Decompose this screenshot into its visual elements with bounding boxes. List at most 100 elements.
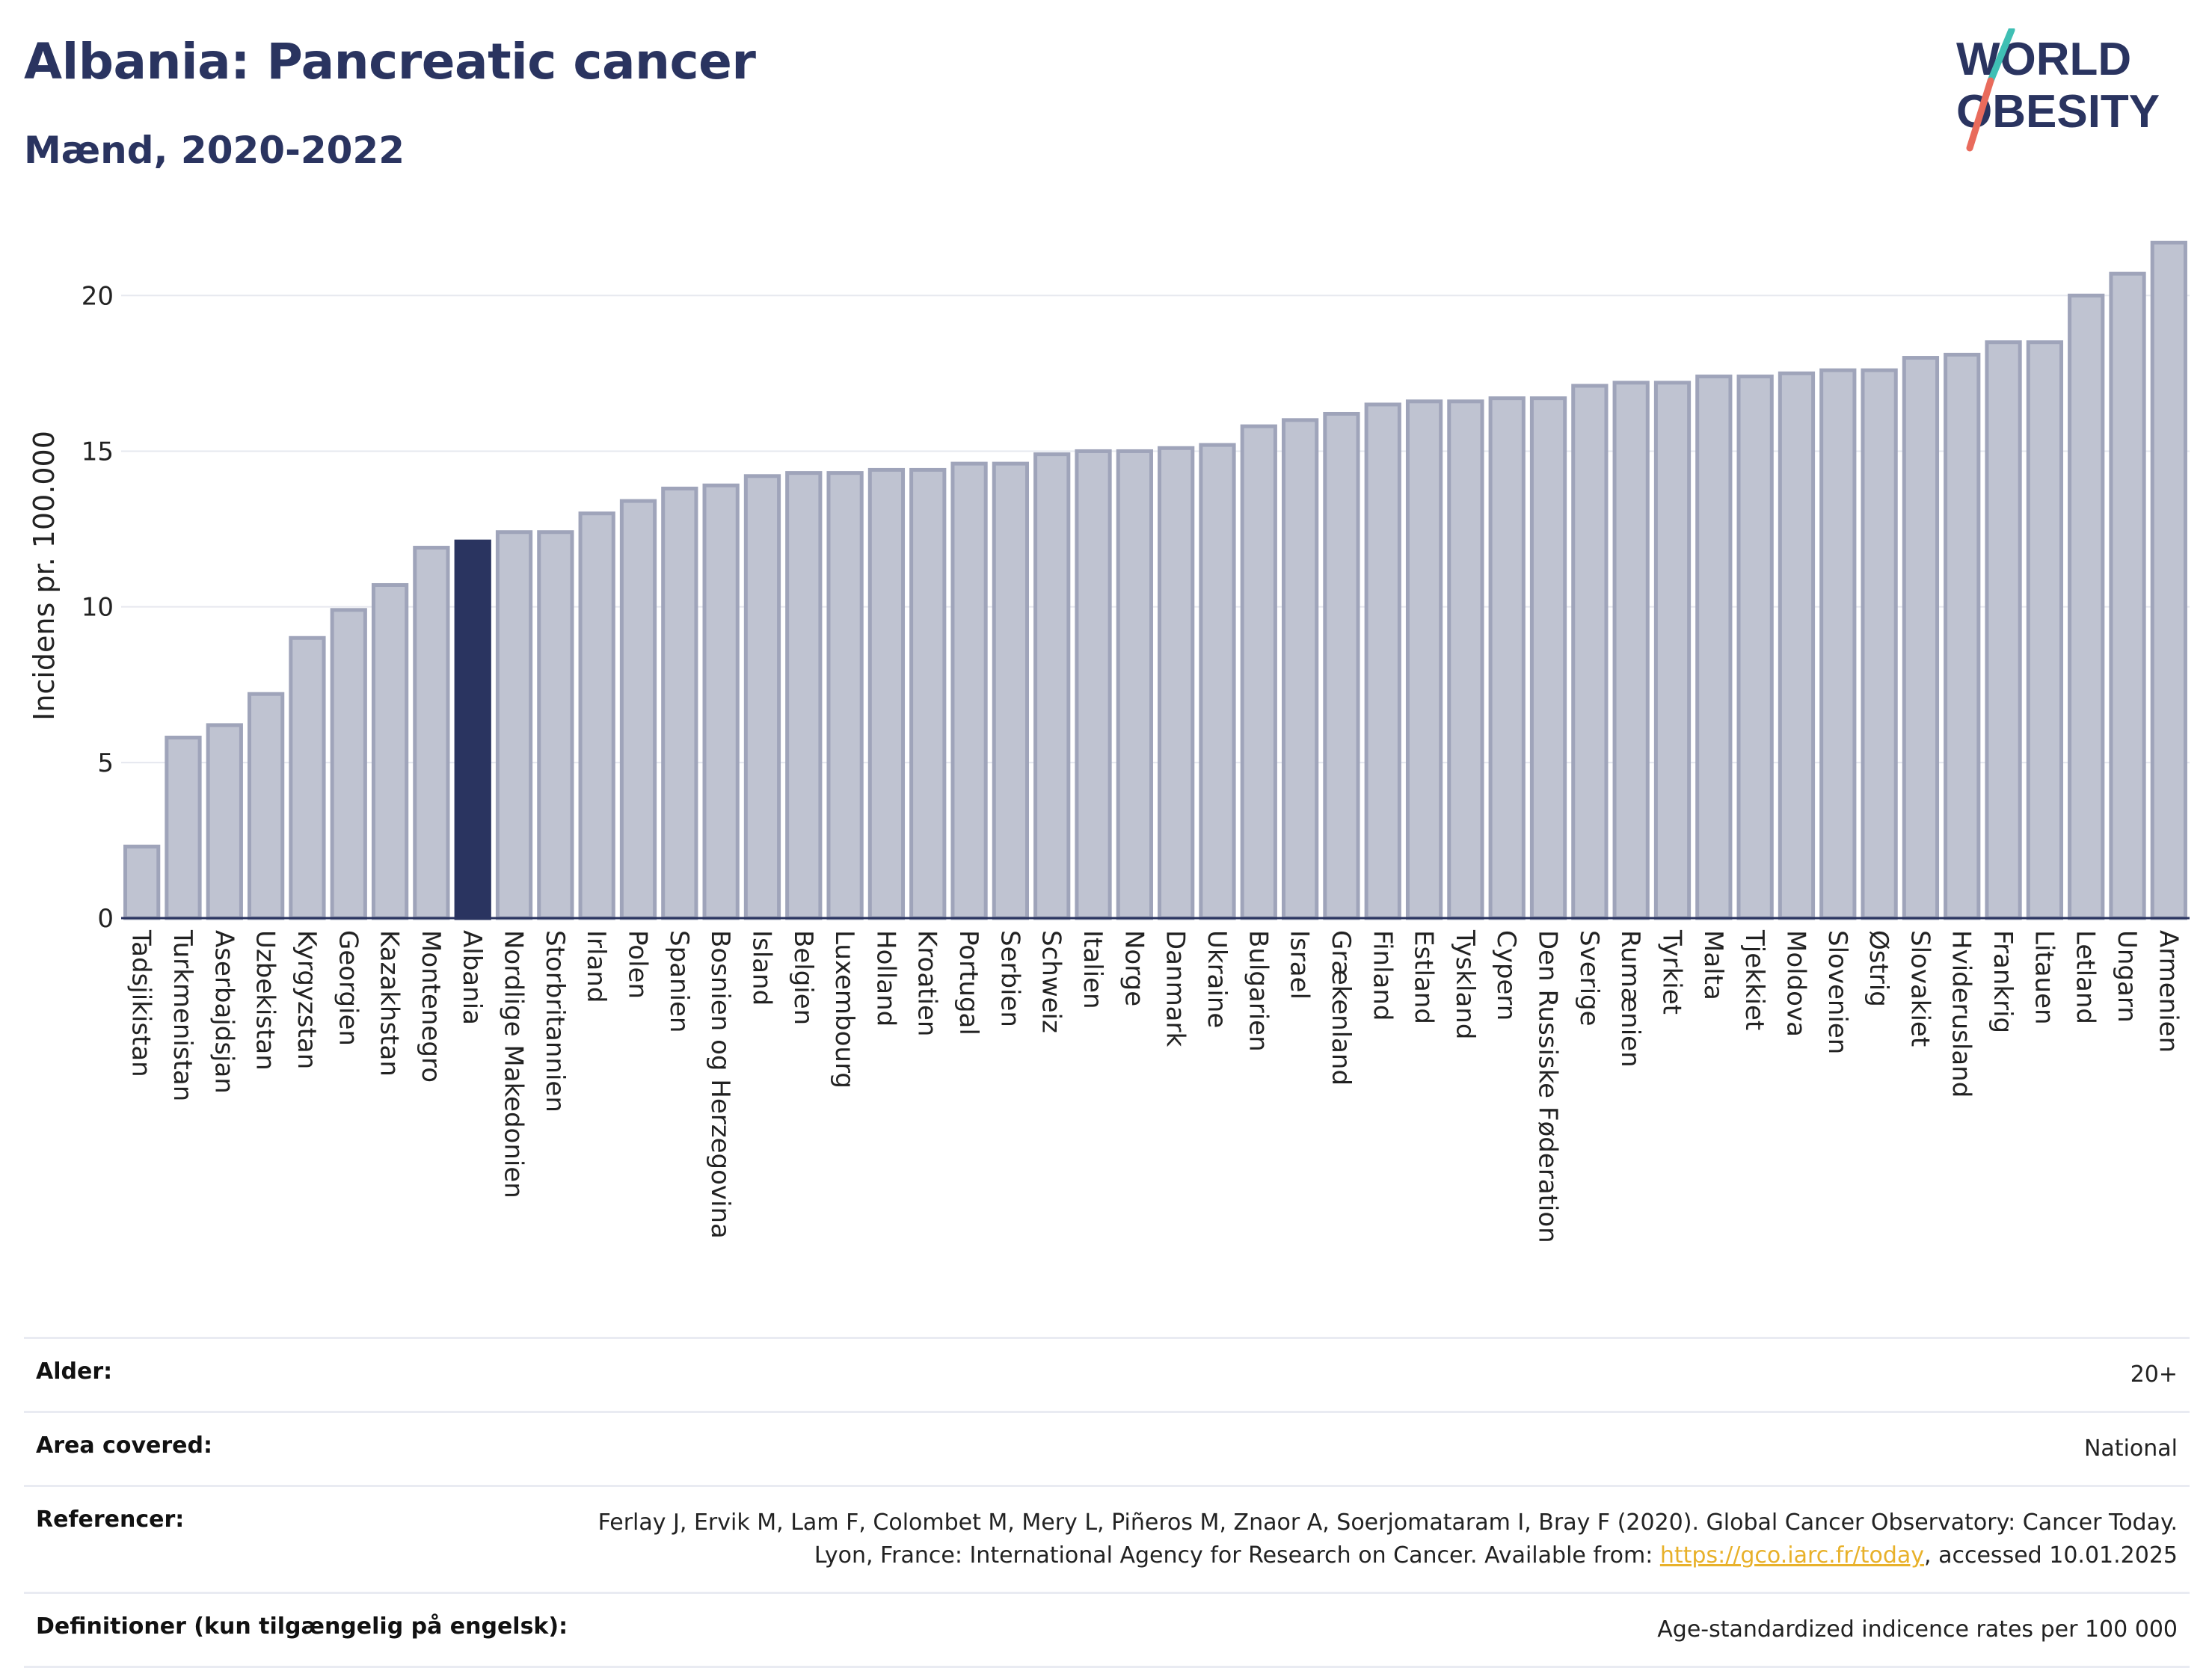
x-tick-label: Frankrig xyxy=(1988,930,2018,1033)
bar-2[interactable] xyxy=(206,723,243,920)
x-tick-label: Moldova xyxy=(1781,930,1810,1037)
info-value-definitions: Age-standardized indicence rates per 100… xyxy=(1657,1616,2178,1643)
x-tick-label: Montenegro xyxy=(416,930,446,1083)
bar-43[interactable] xyxy=(1902,356,1940,920)
bar-45[interactable] xyxy=(1985,340,2022,920)
x-tick-label: Polen xyxy=(623,930,653,999)
info-row-area: Area covered: National xyxy=(24,1411,2190,1485)
x-tick-label: Kazakhstan xyxy=(375,930,405,1077)
x-tick-label: Italien xyxy=(1078,930,1107,1009)
bar-5[interactable] xyxy=(330,608,367,920)
logo-slash-teal xyxy=(1987,28,2015,84)
bar-41[interactable] xyxy=(1819,368,1857,920)
bar-0[interactable] xyxy=(123,844,161,920)
bar-31[interactable] xyxy=(1405,399,1443,920)
bar-24[interactable] xyxy=(1116,449,1153,920)
bar-4[interactable] xyxy=(289,635,326,920)
y-tick-label: 20 xyxy=(82,281,114,311)
page-subtitle: Mænd, 2020-2022 xyxy=(24,129,405,172)
bar-14[interactable] xyxy=(702,483,740,920)
bar-48[interactable] xyxy=(2109,271,2146,920)
bar-13[interactable] xyxy=(661,486,698,920)
bar-39[interactable] xyxy=(1736,375,1774,920)
bar-10[interactable] xyxy=(537,530,574,920)
x-tick-label: Sverige xyxy=(1574,930,1604,1027)
bar-22[interactable] xyxy=(1033,452,1071,920)
bar-27[interactable] xyxy=(1240,424,1277,920)
bar-35[interactable] xyxy=(1571,384,1609,920)
world-obesity-logo: WORLD OBESITY xyxy=(1956,28,2160,152)
bar-49[interactable] xyxy=(2150,240,2187,920)
bar-1[interactable] xyxy=(165,736,202,920)
bar-36[interactable] xyxy=(1612,381,1650,920)
bar-28[interactable] xyxy=(1281,418,1319,920)
bar-19[interactable] xyxy=(909,467,947,920)
bar-29[interactable] xyxy=(1323,411,1360,920)
bar-30[interactable] xyxy=(1364,402,1401,920)
bar-25[interactable] xyxy=(1158,446,1195,920)
x-tick-label: Kyrgyzstan xyxy=(292,930,322,1069)
bar-9[interactable] xyxy=(495,530,533,920)
x-tick-label: Israel xyxy=(1285,930,1315,1000)
logo-text-obesity: OBESITY xyxy=(1956,86,2160,138)
x-tick-label: Holland xyxy=(870,930,900,1027)
bar-12[interactable] xyxy=(619,499,657,920)
x-tick-label: Tjekkiet xyxy=(1739,929,1769,1030)
x-tick-label: Aserbajdsjan xyxy=(209,930,239,1094)
bar-16[interactable] xyxy=(785,471,823,920)
x-tick-label: Serbien xyxy=(995,930,1024,1027)
bar-23[interactable] xyxy=(1075,449,1112,920)
info-label-age: Alder: xyxy=(36,1358,113,1385)
bar-11[interactable] xyxy=(578,511,615,920)
bar-15[interactable] xyxy=(743,474,781,920)
bar-44[interactable] xyxy=(1944,352,1981,920)
bar-33[interactable] xyxy=(1488,396,1526,920)
bar-3[interactable] xyxy=(247,692,285,920)
y-tick-label: 0 xyxy=(97,904,114,934)
bar-37[interactable] xyxy=(1653,381,1692,920)
info-value-area: National xyxy=(2083,1435,2178,1462)
bar-17[interactable] xyxy=(826,471,864,920)
x-tick-label: Belgien xyxy=(788,930,818,1025)
logo-text-world: WORLD xyxy=(1956,34,2131,85)
x-tick-label: Ukraine xyxy=(1202,930,1232,1028)
x-tick-label: Luxembourg xyxy=(829,930,859,1089)
x-tick-label: Tyskland xyxy=(1450,929,1480,1039)
bar-20[interactable] xyxy=(950,461,988,920)
x-tick-label: Danmark xyxy=(1161,930,1191,1047)
x-tick-label: Slovenien xyxy=(1822,930,1852,1054)
x-tick-label: Bulgarien xyxy=(1243,930,1273,1052)
x-tick-label: Estland xyxy=(1409,930,1439,1024)
x-tick-label: Ungarn xyxy=(2112,930,2142,1023)
info-value-age: 20+ xyxy=(2130,1361,2178,1388)
logo-slash-coral xyxy=(1966,77,1994,152)
bar-40[interactable] xyxy=(1778,371,1816,920)
bar-7[interactable] xyxy=(413,546,450,920)
bar-42[interactable] xyxy=(1861,368,1898,920)
bar-8[interactable] xyxy=(454,539,491,920)
bar-38[interactable] xyxy=(1695,375,1733,920)
x-tick-label: Spanien xyxy=(664,930,694,1033)
x-tick-label: Irland xyxy=(581,930,611,1003)
x-tick-label: Cypern xyxy=(1491,930,1521,1021)
bar-34[interactable] xyxy=(1529,396,1567,920)
bar-26[interactable] xyxy=(1199,443,1236,920)
y-tick-label: 5 xyxy=(97,748,114,778)
x-tick-label: Georgien xyxy=(333,930,363,1046)
bar-32[interactable] xyxy=(1447,399,1484,920)
y-tick-label: 10 xyxy=(82,593,114,623)
reference-link[interactable]: https://gco.iarc.fr/today xyxy=(1659,1542,1925,1569)
x-tick-label: Albania xyxy=(457,930,487,1025)
reference-text: Ferlay J, Ervik M, Lam F, Colombet M, Me… xyxy=(597,1509,2178,1569)
bar-47[interactable] xyxy=(2068,293,2105,920)
x-tick-label: Nordlige Makedonien xyxy=(499,930,529,1198)
x-tick-label: Tadsjikistan xyxy=(126,929,156,1077)
y-axis-title: Incidens pr. 100.000 xyxy=(28,431,61,721)
bar-46[interactable] xyxy=(2026,340,2064,920)
x-tick-label: Uzbekistan xyxy=(251,930,280,1071)
x-tick-label: Hviderusland xyxy=(1947,930,1976,1098)
bar-21[interactable] xyxy=(992,461,1030,920)
reference-accessed: , accessed 10.01.2025 xyxy=(1924,1542,2178,1569)
bar-6[interactable] xyxy=(371,582,409,920)
bar-18[interactable] xyxy=(867,467,906,920)
